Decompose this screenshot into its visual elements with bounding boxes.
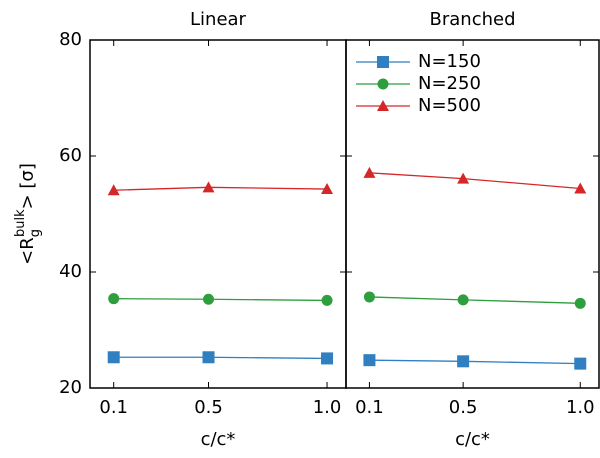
x-axis-label: c/c* <box>201 429 236 450</box>
legend-label: N=500 <box>418 95 481 116</box>
x-tick-label: 0.5 <box>449 397 478 418</box>
marker <box>457 294 469 306</box>
y-axis-label-part: > [σ] <box>17 163 38 209</box>
legend-marker <box>377 78 389 90</box>
y-tick-label: 80 <box>59 29 82 50</box>
x-tick-label: 1.0 <box>566 397 595 418</box>
series-line <box>113 356 328 360</box>
plot-frame <box>345 39 600 389</box>
legend-marker <box>377 56 389 68</box>
x-axis-label: c/c* <box>455 429 490 450</box>
marker <box>107 351 120 364</box>
marker <box>108 293 120 305</box>
legend-label: N=150 <box>418 51 481 72</box>
x-tick-label: 0.1 <box>355 397 384 418</box>
panel-title: Branched <box>430 9 516 30</box>
marker <box>574 357 587 370</box>
y-tick-label: 40 <box>59 261 82 282</box>
y-axis-label-part: <R <box>17 237 38 265</box>
panel-title: Linear <box>190 9 247 30</box>
series-line <box>369 172 581 190</box>
marker <box>363 166 376 178</box>
y-axis-label-part: g <box>28 229 43 237</box>
marker <box>202 181 215 193</box>
marker <box>574 297 586 309</box>
marker <box>107 184 120 196</box>
x-tick-label: 0.1 <box>99 397 128 418</box>
marker <box>321 183 334 195</box>
marker <box>574 182 587 194</box>
legend-marker <box>377 100 389 111</box>
plot-frame <box>89 39 347 389</box>
marker <box>363 354 376 367</box>
marker <box>457 355 470 368</box>
legend-label: N=250 <box>418 73 481 94</box>
series-line <box>113 298 328 302</box>
x-tick-label: 1.0 <box>313 397 342 418</box>
marker <box>202 351 215 364</box>
marker <box>321 352 334 365</box>
marker <box>321 294 333 306</box>
y-tick-label: 20 <box>59 377 82 398</box>
marker <box>203 293 215 305</box>
marker <box>457 172 470 184</box>
series-line <box>113 186 328 191</box>
series-line <box>369 296 581 304</box>
y-axis-label: <Rgbulk> [σ] <box>13 163 43 265</box>
marker <box>363 291 375 303</box>
series-line <box>369 359 581 365</box>
y-tick-label: 60 <box>59 145 82 166</box>
x-tick-label: 0.5 <box>194 397 223 418</box>
y-axis-label-part: bulk <box>13 209 28 237</box>
